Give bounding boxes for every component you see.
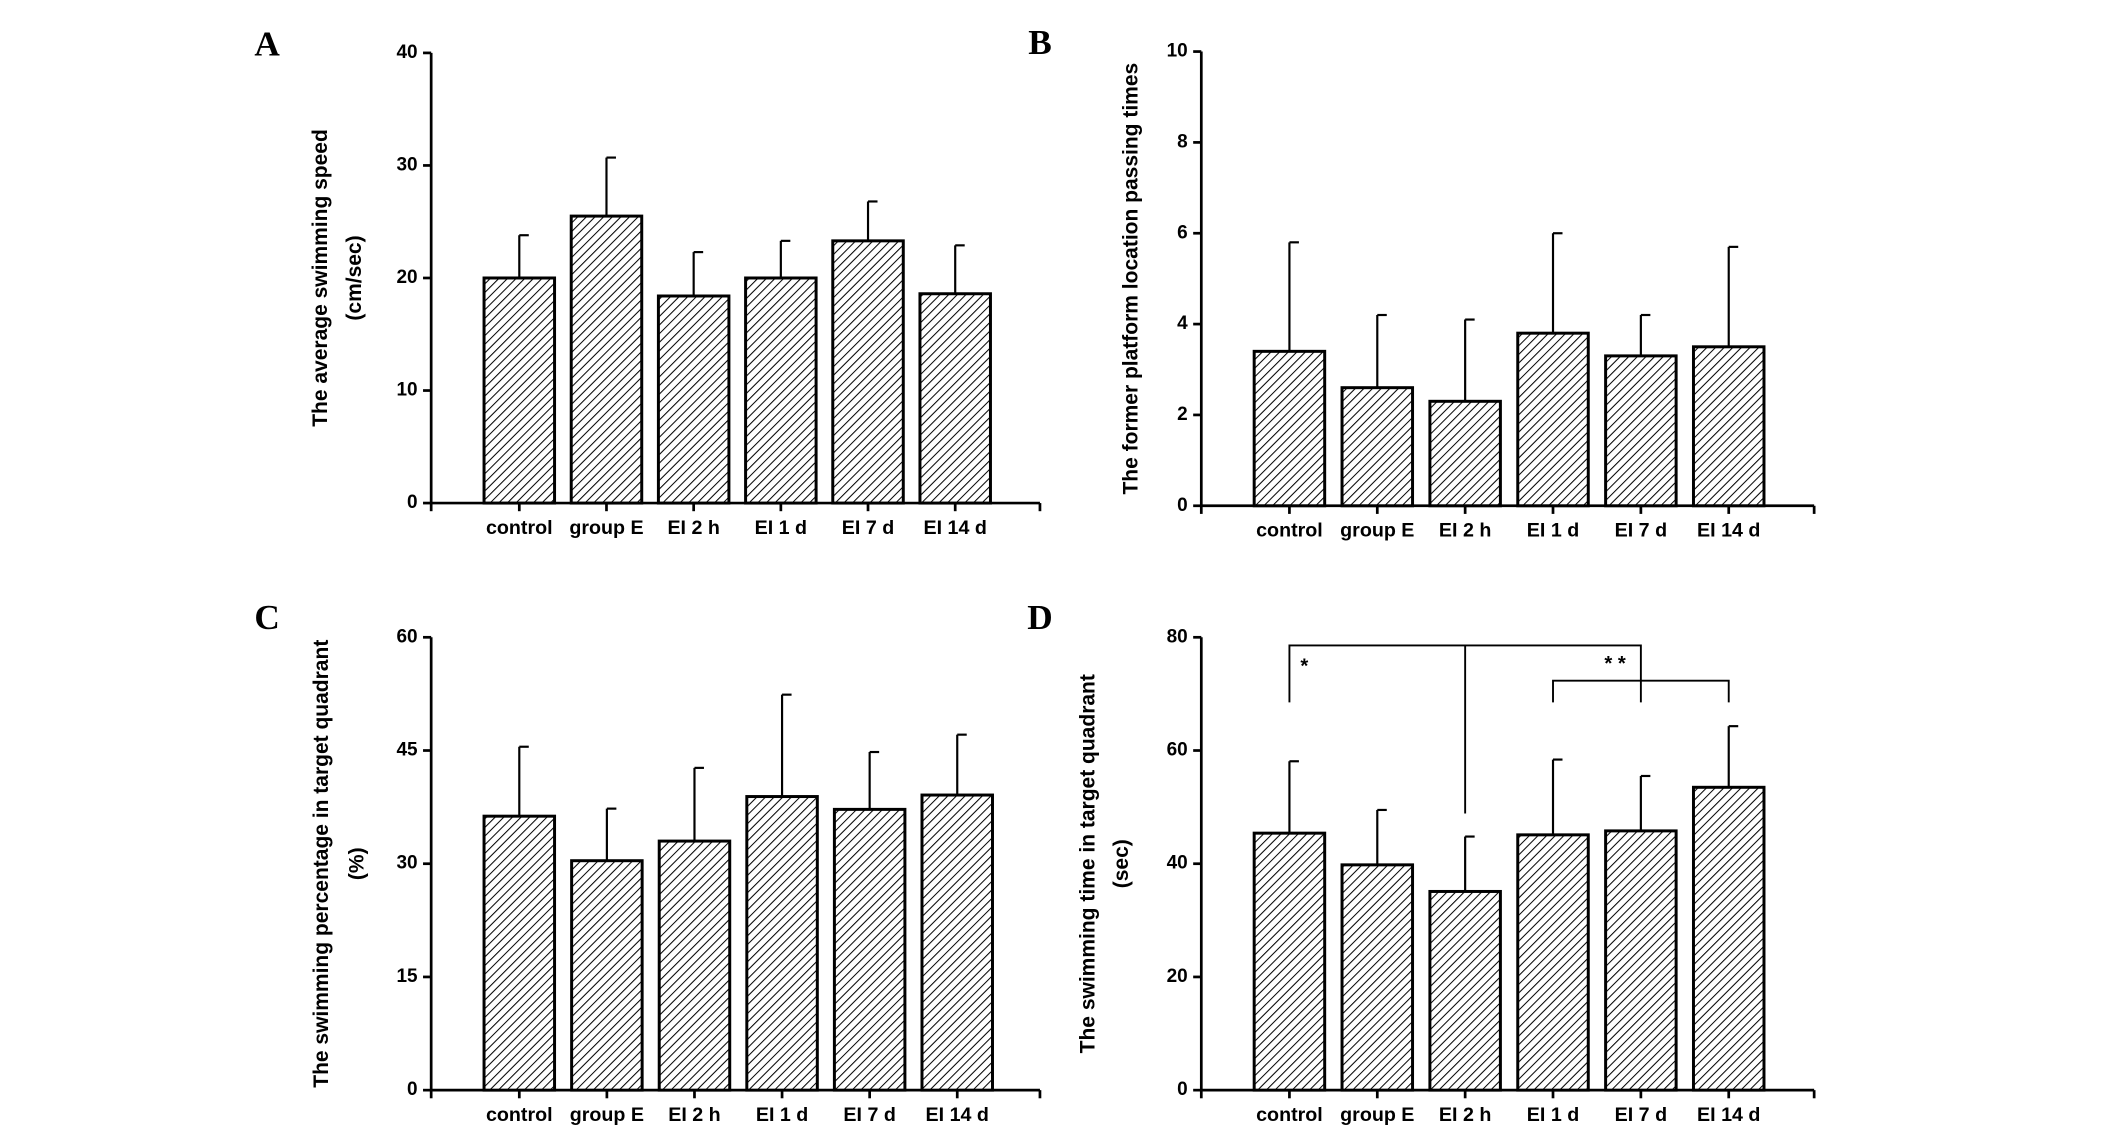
- x-tick-label: EI 14 d: [924, 517, 987, 539]
- bar: [656, 294, 731, 505]
- x-tick-label: group E: [570, 1104, 644, 1126]
- bar: [831, 239, 905, 505]
- y-axis-label: The swimming time in target quadrant: [1076, 674, 1099, 1053]
- bar: [570, 859, 644, 1092]
- bar: [1340, 386, 1415, 508]
- y-tick-label: 6: [1177, 222, 1188, 243]
- y-tick-label: 0: [1177, 1079, 1188, 1100]
- bar: [744, 276, 818, 505]
- panel-letter: B: [1028, 23, 1052, 62]
- bar: [1691, 785, 1766, 1092]
- x-tick-label: EI 14 d: [926, 1104, 989, 1126]
- bar: [657, 839, 732, 1092]
- y-tick-label: 60: [1167, 740, 1188, 761]
- x-tick-label: control: [1256, 520, 1323, 542]
- y-axis-label: (sec): [1110, 839, 1133, 888]
- x-tick-label: EI 7 d: [1615, 520, 1667, 542]
- bar: [482, 814, 557, 1092]
- y-tick-label: 60: [396, 626, 417, 647]
- y-axis-label: The average swimming speed: [309, 129, 332, 427]
- y-tick-label: 4: [1177, 313, 1188, 334]
- significance-label: * *: [1604, 653, 1626, 675]
- bar: [1428, 399, 1502, 508]
- y-tick-label: 10: [396, 380, 417, 401]
- x-tick-label: control: [486, 1104, 553, 1126]
- x-tick-label: group E: [1340, 1104, 1414, 1126]
- y-axis-label: The swimming percentage in target quadra…: [310, 640, 333, 1088]
- x-tick-label: EI 2 h: [667, 517, 719, 539]
- x-tick-label: EI 7 d: [1615, 1104, 1667, 1126]
- x-tick-label: EI 7 d: [842, 517, 894, 539]
- x-tick-label: EI 1 d: [1527, 1104, 1579, 1126]
- y-tick-label: 45: [396, 740, 418, 761]
- panel-letter: D: [1027, 598, 1052, 637]
- bar: [482, 276, 557, 505]
- bar: [1340, 863, 1415, 1092]
- bar: [1428, 889, 1502, 1092]
- y-tick-label: 0: [407, 1079, 418, 1100]
- y-tick-label: 20: [1167, 966, 1188, 987]
- x-tick-label: group E: [569, 517, 643, 539]
- y-axis-label: The former platform location passing tim…: [1120, 63, 1143, 495]
- y-tick-label: 8: [1177, 131, 1188, 152]
- y-tick-label: 40: [1167, 853, 1188, 874]
- y-tick-label: 0: [407, 492, 418, 513]
- y-tick-label: 80: [1167, 626, 1188, 647]
- bar: [1604, 354, 1678, 508]
- x-tick-label: EI 1 d: [755, 517, 807, 539]
- bar: [832, 807, 907, 1092]
- panel-letter: C: [254, 598, 279, 637]
- y-tick-label: 10: [1167, 41, 1188, 62]
- x-tick-label: EI 14 d: [1697, 1104, 1760, 1126]
- bar: [1516, 331, 1590, 508]
- panel-letter: A: [254, 25, 280, 64]
- bar: [569, 214, 644, 505]
- x-tick-label: EI 1 d: [756, 1104, 808, 1126]
- bar: [745, 795, 819, 1092]
- y-tick-label: 40: [396, 42, 417, 63]
- x-tick-label: EI 14 d: [1697, 520, 1760, 542]
- x-tick-label: EI 7 d: [843, 1104, 895, 1126]
- y-tick-label: 2: [1177, 404, 1188, 425]
- y-tick-label: 0: [1177, 495, 1188, 516]
- bar: [920, 793, 994, 1092]
- x-tick-label: group E: [1340, 520, 1414, 542]
- significance-label: *: [1300, 655, 1308, 677]
- x-tick-label: control: [486, 517, 553, 539]
- y-axis-label: (%): [345, 847, 368, 880]
- bar: [918, 292, 992, 505]
- y-axis-label: (cm/sec): [343, 235, 366, 320]
- bar: [1252, 831, 1327, 1092]
- y-tick-label: 30: [396, 853, 417, 874]
- y-tick-label: 20: [396, 267, 417, 288]
- x-tick-label: EI 1 d: [1527, 520, 1579, 542]
- bar: [1691, 345, 1766, 508]
- x-tick-label: EI 2 h: [1439, 1104, 1491, 1126]
- y-tick-label: 30: [396, 154, 417, 175]
- bar: [1252, 349, 1327, 508]
- y-tick-label: 15: [396, 966, 418, 987]
- bar: [1516, 833, 1590, 1092]
- x-tick-label: EI 2 h: [1439, 520, 1491, 542]
- x-tick-label: EI 2 h: [668, 1104, 720, 1126]
- bar: [1604, 829, 1678, 1092]
- x-tick-label: control: [1256, 1104, 1323, 1126]
